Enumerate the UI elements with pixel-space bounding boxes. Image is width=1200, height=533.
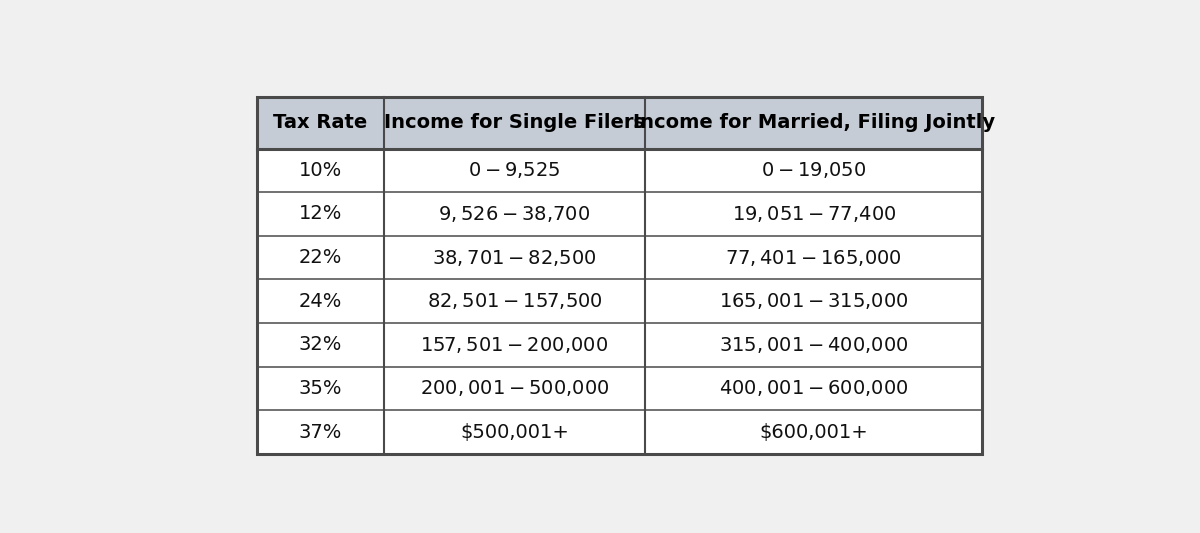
- Bar: [257, 236, 983, 279]
- Text: $82,501-$157,500: $82,501-$157,500: [426, 291, 602, 311]
- Text: $600,001+: $600,001+: [760, 423, 868, 441]
- Text: $9,526-$38,700: $9,526-$38,700: [438, 204, 590, 224]
- Bar: [257, 367, 983, 410]
- Text: $38,701-$82,500: $38,701-$82,500: [432, 248, 596, 268]
- Text: $165,001-$315,000: $165,001-$315,000: [719, 291, 908, 311]
- Text: 37%: 37%: [299, 423, 342, 441]
- Bar: [257, 192, 983, 236]
- Text: $77,401-$165,000: $77,401-$165,000: [725, 248, 902, 268]
- Text: 24%: 24%: [299, 292, 342, 311]
- Text: $0-$19,050: $0-$19,050: [761, 160, 866, 180]
- Text: Tax Rate: Tax Rate: [274, 113, 367, 132]
- Text: $315,001-$400,000: $315,001-$400,000: [719, 335, 908, 355]
- Bar: [257, 323, 983, 367]
- Text: 35%: 35%: [299, 379, 342, 398]
- Text: 12%: 12%: [299, 205, 342, 223]
- Text: $157,501-$200,000: $157,501-$200,000: [420, 335, 608, 355]
- Text: 10%: 10%: [299, 161, 342, 180]
- Text: $500,001+: $500,001+: [460, 423, 569, 441]
- Bar: [257, 279, 983, 323]
- Bar: [257, 97, 983, 454]
- Text: $0-$9,525: $0-$9,525: [468, 160, 560, 180]
- Bar: [257, 149, 983, 192]
- Text: Income for Single Filers: Income for Single Filers: [384, 113, 644, 132]
- Text: $200,001-$500,000: $200,001-$500,000: [420, 378, 610, 399]
- Bar: [257, 97, 983, 149]
- Text: 22%: 22%: [299, 248, 342, 267]
- Text: 32%: 32%: [299, 335, 342, 354]
- Text: $19,051-$77,400: $19,051-$77,400: [732, 204, 896, 224]
- Bar: [257, 410, 983, 454]
- Text: $400,001-$600,000: $400,001-$600,000: [719, 378, 908, 399]
- Text: Income for Married, Filing Jointly: Income for Married, Filing Jointly: [632, 113, 995, 132]
